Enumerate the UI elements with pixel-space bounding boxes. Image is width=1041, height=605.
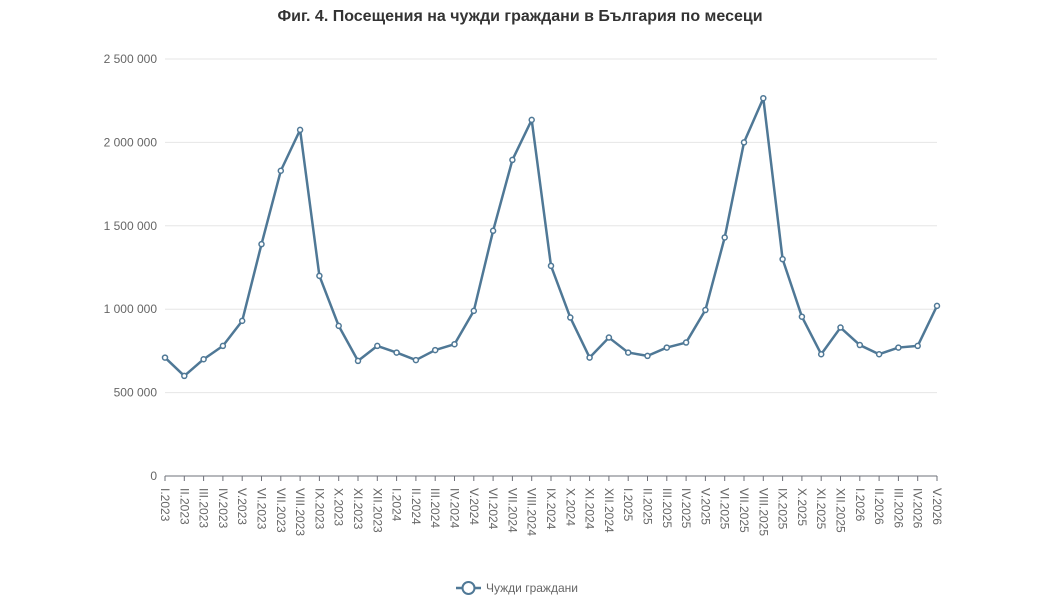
point xyxy=(933,302,941,310)
x-tick-label: II.2026 xyxy=(872,488,886,525)
x-tick-label: IV.2026 xyxy=(911,488,925,529)
x-tick-label: VII.2023 xyxy=(274,488,288,533)
point xyxy=(817,350,825,358)
point xyxy=(431,346,439,354)
point xyxy=(624,349,632,356)
x-tick-label: V.2026 xyxy=(930,488,944,525)
point xyxy=(277,167,285,175)
x-tick-label: XI.2024 xyxy=(583,488,597,530)
x-tick-label: III.2023 xyxy=(197,488,211,528)
x-tick-label: I.2023 xyxy=(158,488,172,522)
point xyxy=(605,334,613,341)
x-tick-label: VI.2025 xyxy=(718,488,732,530)
x-tick-label: VI.2023 xyxy=(255,488,269,530)
chart-title: Фиг. 4. Посещения на чужди граждани в Бъ… xyxy=(277,8,762,25)
point xyxy=(509,156,516,164)
x-tick-label: VII.2024 xyxy=(505,488,519,533)
point xyxy=(663,344,671,351)
x-tick-label: I.2024 xyxy=(390,488,404,522)
point xyxy=(856,341,864,349)
x-tick-label: XI.2025 xyxy=(814,488,828,530)
x-tick-label: II.2023 xyxy=(177,488,191,525)
x-tick-label: VII.2025 xyxy=(737,488,751,533)
x-tick-label: III.2026 xyxy=(891,488,905,528)
x-tick-label: II.2024 xyxy=(409,488,423,525)
point xyxy=(779,255,786,263)
point xyxy=(296,126,304,134)
x-tick-label: XII.2024 xyxy=(602,488,616,533)
x-tick-label: III.2024 xyxy=(428,488,442,528)
point xyxy=(161,354,169,361)
y-tick-label: 2 500 000 xyxy=(104,52,158,66)
x-tick-label: V.2023 xyxy=(235,488,249,525)
y-tick-label: 2 000 000 xyxy=(104,135,158,149)
x-tick-label: XII.2023 xyxy=(370,488,384,533)
x-tick-label: V.2024 xyxy=(467,488,481,525)
point xyxy=(721,234,728,241)
point xyxy=(181,372,188,380)
point xyxy=(219,342,227,350)
point xyxy=(567,314,574,321)
x-tick-label: X.2023 xyxy=(332,488,346,526)
point xyxy=(875,350,883,358)
point xyxy=(451,340,458,348)
point xyxy=(489,227,497,235)
point xyxy=(412,356,420,364)
point xyxy=(798,313,806,320)
x-tick-label: I.2026 xyxy=(853,488,867,522)
point xyxy=(528,116,535,124)
legend-marker xyxy=(461,581,476,595)
point xyxy=(586,354,593,361)
x-tick-label: V.2025 xyxy=(698,488,712,525)
legend-label: Чужди граждани xyxy=(486,581,578,595)
line xyxy=(164,96,939,378)
x-tick-label: I.2025 xyxy=(621,488,635,522)
point xyxy=(238,317,246,325)
x-tick-label: IX.2025 xyxy=(776,488,790,530)
x-tick-label: III.2025 xyxy=(660,488,674,528)
point xyxy=(354,357,362,365)
point xyxy=(335,322,342,330)
point xyxy=(393,349,400,356)
y-tick-label: 500 000 xyxy=(114,386,158,400)
x-tick-label: VIII.2024 xyxy=(525,488,539,536)
x-tick-label: II.2025 xyxy=(641,488,655,525)
point xyxy=(470,307,478,315)
point xyxy=(682,339,690,346)
point xyxy=(316,272,323,280)
x-tick-label: IX.2023 xyxy=(312,488,326,530)
x-tick-label: X.2024 xyxy=(563,488,577,526)
x-tick-label: IX.2024 xyxy=(544,488,558,530)
x-tick-label: IV.2023 xyxy=(216,488,230,529)
x-tick-label: XII.2025 xyxy=(834,488,848,533)
x-tick-label: VI.2024 xyxy=(486,488,500,530)
point xyxy=(895,344,902,351)
point xyxy=(914,342,921,350)
point xyxy=(837,324,844,331)
point xyxy=(374,342,381,350)
point xyxy=(547,262,555,270)
point xyxy=(200,355,207,363)
point xyxy=(258,240,265,248)
y-tick-label: 1 000 000 xyxy=(104,302,158,316)
x-tick-label: VIII.2025 xyxy=(756,488,770,536)
x-tick-label: IV.2025 xyxy=(679,488,693,529)
y-tick-label: 1 500 000 xyxy=(104,219,158,233)
point xyxy=(702,306,709,314)
y-tick-label: 0 xyxy=(150,469,157,483)
x-tick-label: VIII.2023 xyxy=(293,488,307,536)
x-tick-label: XI.2023 xyxy=(351,488,365,530)
point xyxy=(740,139,748,146)
point xyxy=(760,94,767,102)
x-tick-label: IV.2024 xyxy=(448,488,462,529)
point xyxy=(644,352,651,360)
x-tick-label: X.2025 xyxy=(795,488,809,526)
